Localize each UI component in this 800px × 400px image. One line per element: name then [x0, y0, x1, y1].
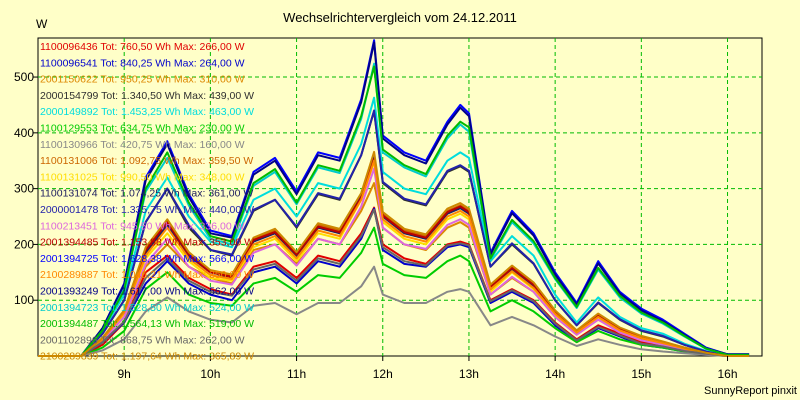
legend-entry: 1100131025 Tot: 990,50 Wh Max: 348,00 W	[40, 171, 245, 183]
legend-entry: 2100289887 Tot: 1.046,21 Wh Max: 350,00 …	[40, 269, 254, 281]
series-line	[38, 96, 750, 357]
legend-entry: 2001102896 Tot: 868,75 Wh Max: 262,00 W	[40, 334, 245, 346]
legend-entry: 1100096541 Tot: 840,25 Wh Max: 264,00 W	[40, 57, 245, 69]
series-line	[38, 158, 750, 357]
legend-entry: 1100130966 Tot: 420,75 Wh Max: 160,00 W	[40, 139, 245, 151]
y-tick-label: 500	[14, 70, 34, 84]
legend-entry: 2001394723 Tot: 1.528,50 Wh Max: 524,00 …	[40, 302, 254, 314]
legend-entry: 1100131006 Tot: 1.092,75 Wh Max: 359,50 …	[40, 155, 253, 167]
series-line	[38, 206, 750, 357]
y-tick-label: 100	[14, 293, 34, 307]
legend-entry: 2100289839 Tot: 1.197,64 Wh Max: 365,89 …	[40, 351, 254, 363]
series-line	[38, 159, 750, 357]
series-line	[38, 109, 750, 357]
legend-entry: 1100096436 Tot: 760,50 Wh Max: 266,00 W	[40, 41, 245, 53]
x-tick-label: 15h	[631, 367, 651, 381]
legend-entry: 1100213451 Tot: 945,50 Wh Max: 336,00 W	[40, 220, 245, 232]
x-axis: 9h 10h 11h 12h 13h 14h 15h 16h	[118, 356, 738, 381]
legend-entry: 1100129553 Tot: 634,75 Wh Max: 230,00 W	[40, 123, 245, 135]
series-line	[38, 226, 750, 357]
grid	[38, 38, 762, 356]
x-tick-label: 9h	[118, 367, 131, 381]
y-axis-label: W	[36, 17, 48, 31]
legend-entry: 2001393249 Tot: 1.617,00 Wh Max: 562,00 …	[40, 286, 254, 298]
y-tick-label: 400	[14, 126, 34, 140]
x-tick-label: 11h	[287, 367, 306, 381]
legend-entry: 2001394487 Tot: 1.564,13 Wh Max: 519,00 …	[40, 318, 254, 330]
x-tick-label: 10h	[200, 367, 220, 381]
series-line	[38, 65, 750, 357]
series-line	[38, 62, 750, 357]
series-line	[38, 150, 750, 357]
x-tick-label: 12h	[373, 367, 393, 381]
series-line	[38, 207, 750, 357]
x-tick-label: 14h	[545, 367, 565, 381]
y-tick-label: 300	[14, 182, 34, 196]
legend-entry: 1100131074 Tot: 1.074,25 Wh Max: 361,00 …	[40, 188, 253, 200]
series-line	[38, 41, 750, 357]
series-lines	[38, 39, 750, 357]
legend-entry: 2001150622 Tot: 950,25 Wh Max: 310,00 W	[40, 74, 245, 86]
legend-entry: 2000001478 Tot: 1.335,75 Wh Max: 440,00 …	[40, 204, 254, 216]
legend-entry: 2000149892 Tot: 1.453,25 Wh Max: 463,00 …	[40, 106, 254, 118]
series-line	[38, 39, 750, 357]
credit-label: SunnyReport pinxit	[704, 385, 797, 397]
legend-entry: 2000154799 Tot: 1.340,50 Wh Max: 439,00 …	[40, 90, 254, 102]
series-line	[38, 265, 750, 357]
x-tick-label: 16h	[718, 367, 738, 381]
chart-title: Wechselrichtervergleich vom 24.12.2011	[283, 10, 517, 25]
series-line	[38, 208, 750, 357]
y-tick-label: 200	[14, 237, 34, 251]
x-tick-label: 13h	[459, 367, 479, 381]
legend-entry: 2001394485 Tot: 1.153,88 Wh Max: 353,00 …	[40, 237, 254, 249]
legend-entry: 2001394725 Tot: 1.628,38 Wh Max: 566,00 …	[40, 253, 254, 265]
legend: 1100096436 Tot: 760,50 Wh Max: 266,00 W 1…	[40, 41, 254, 363]
y-axis: 100 200 300 400 500	[14, 70, 38, 307]
series-line	[38, 167, 750, 357]
